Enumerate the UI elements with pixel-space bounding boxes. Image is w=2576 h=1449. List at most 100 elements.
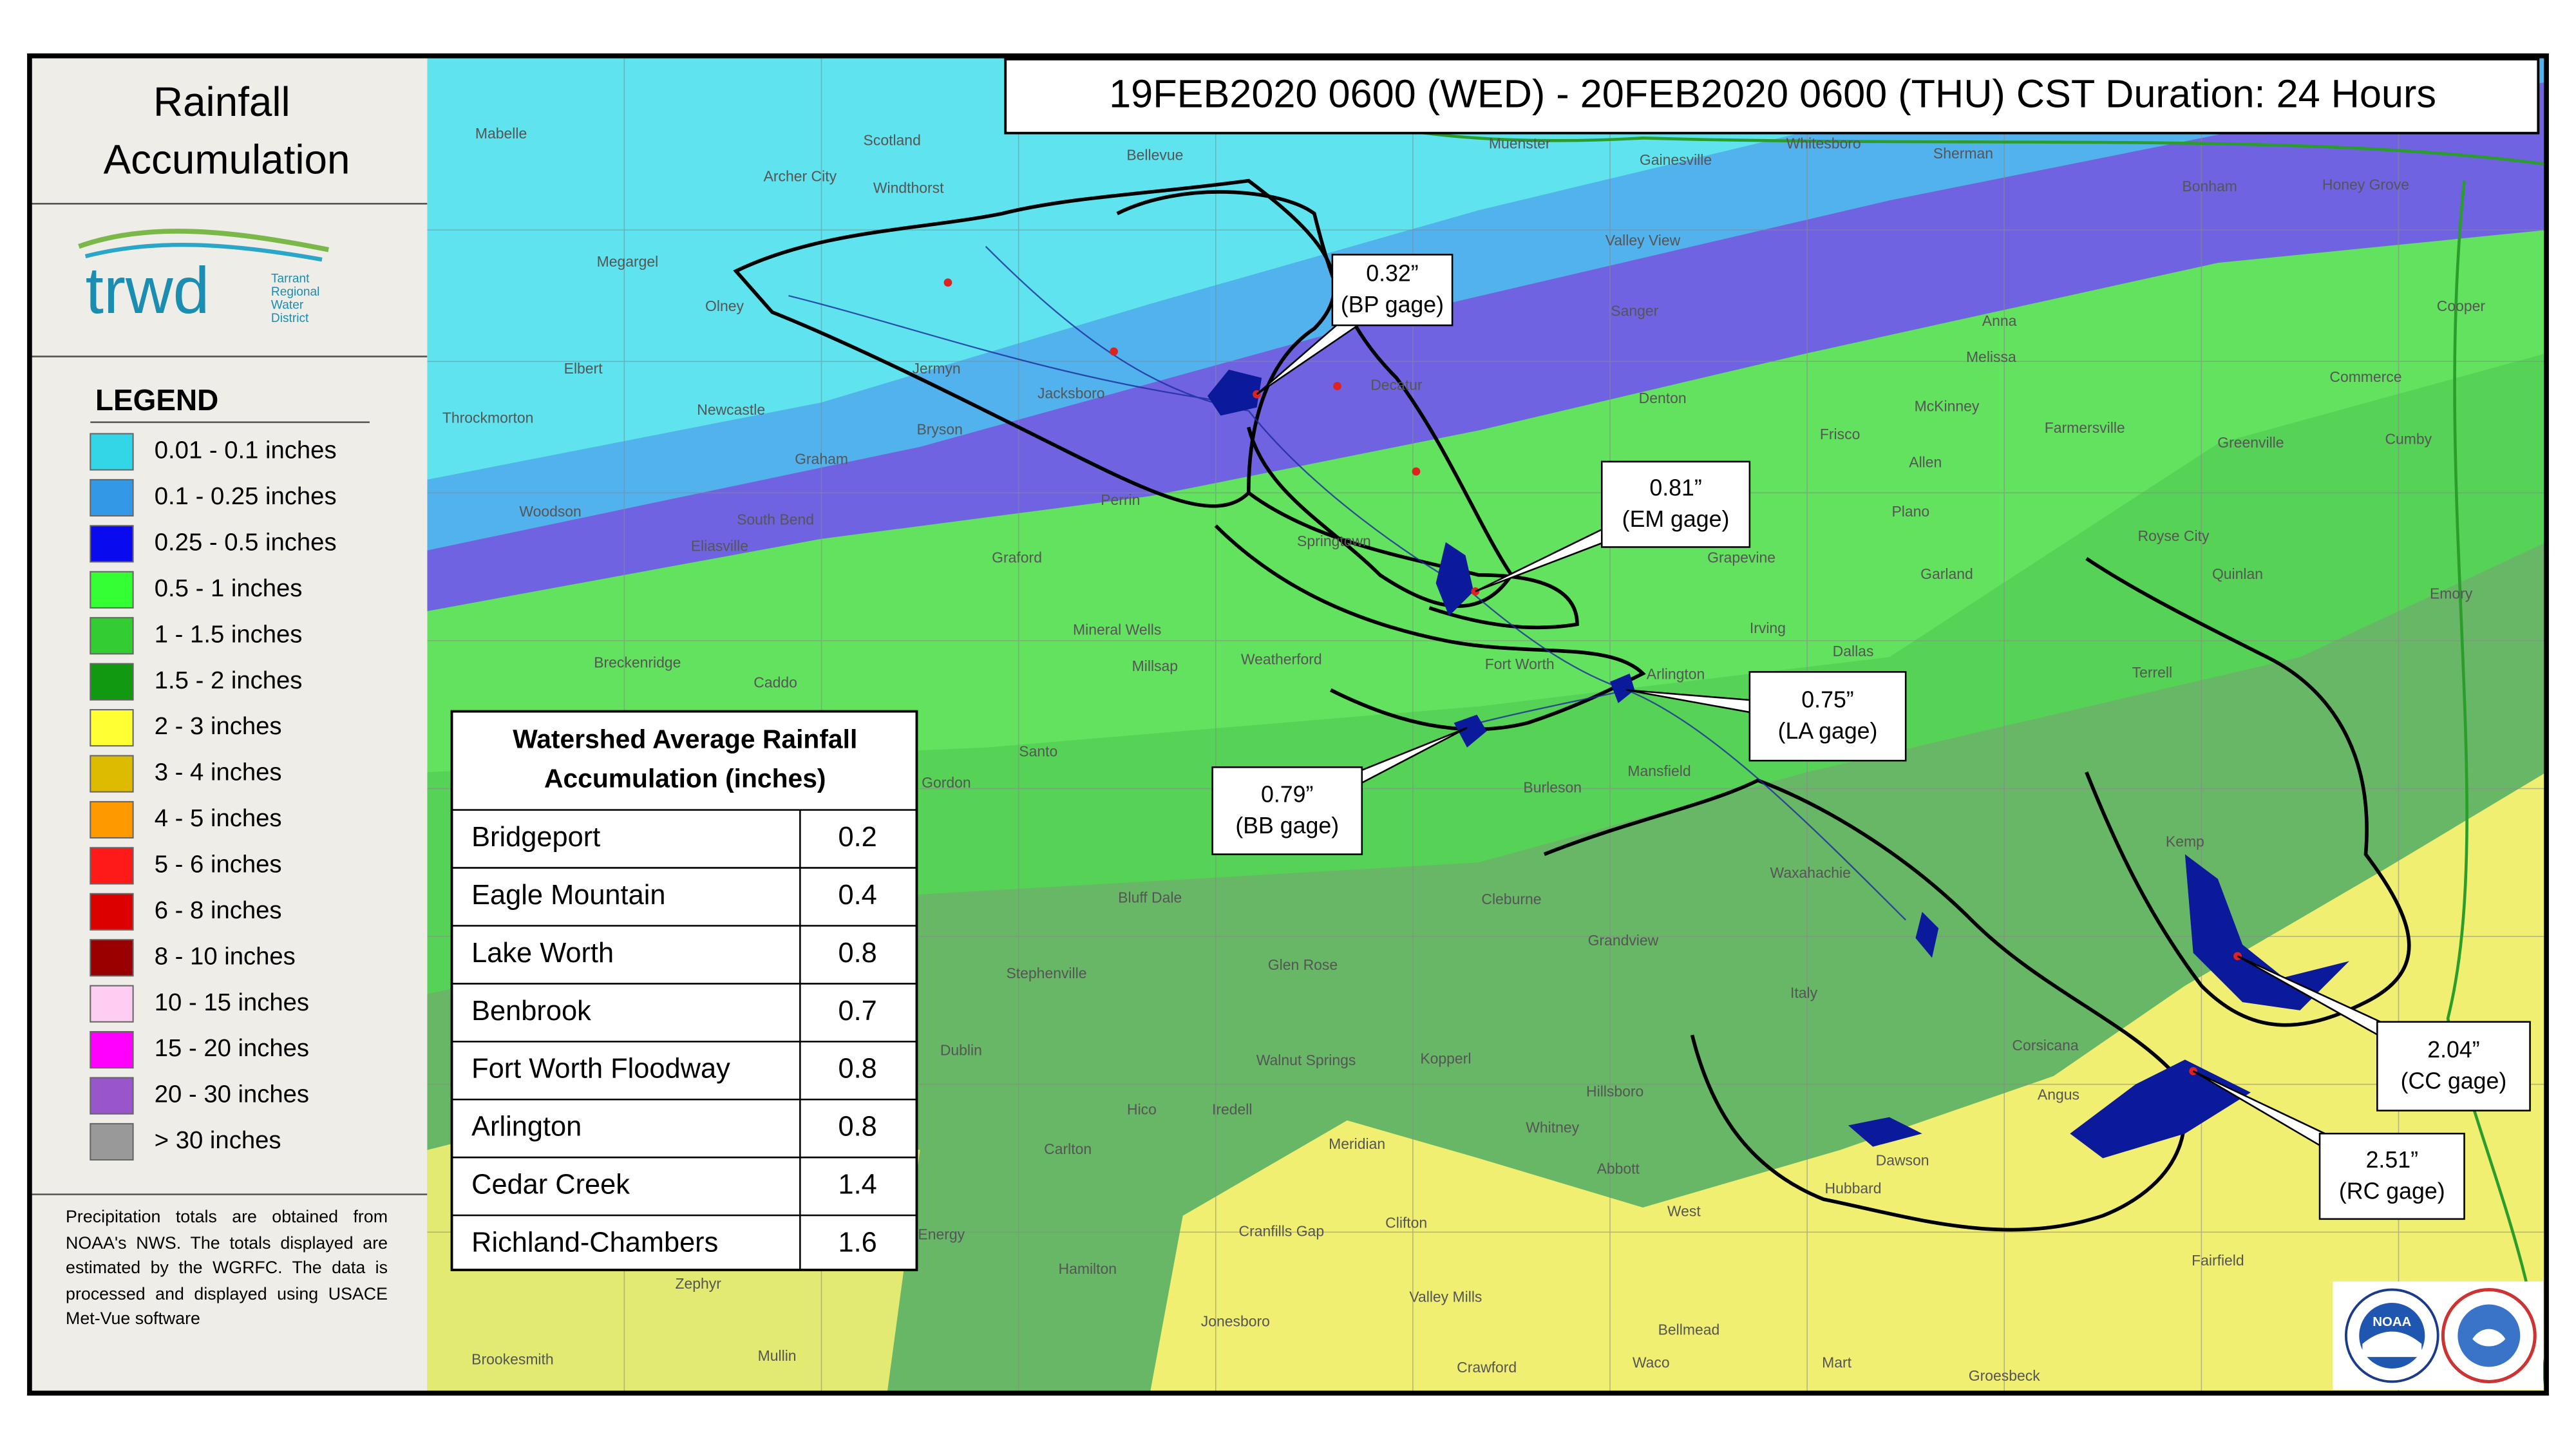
place-label: Quinlan (2212, 565, 2263, 582)
place-label: Stephenville (1007, 965, 1087, 981)
gage-name: (EM gage) (1622, 506, 1730, 532)
legend-label: 10 - 15 inches (155, 989, 309, 1016)
gage-name: (LA gage) (1778, 718, 1878, 744)
callout-box (1331, 254, 1454, 327)
legend-label: 0.01 - 0.1 inches (155, 437, 337, 464)
agency-logos: NOAA (2333, 1281, 2543, 1390)
table-header: Accumulation (inches) (544, 764, 826, 793)
place-label: Springtown (1297, 533, 1371, 549)
place-label: Elbert (564, 360, 603, 377)
place-label: Scotland (864, 131, 921, 148)
note: Precipitation totals are obtained from N… (66, 1208, 388, 1329)
legend-swatch (90, 1122, 134, 1161)
legend-swatch (90, 1031, 134, 1069)
place-label: Irving (1750, 620, 1786, 636)
place-label: Sherman (1933, 145, 1993, 162)
legend-label: 6 - 8 inches (155, 896, 282, 924)
place-label: Jermyn (912, 360, 960, 377)
title-box (1004, 57, 2540, 135)
panel-heading: Rainfall (153, 79, 290, 125)
place-label: Italy (1790, 984, 1818, 1001)
place-label: Waco (1633, 1354, 1670, 1370)
place-label: Melissa (1966, 348, 2016, 365)
place-label: Angus (2038, 1086, 2079, 1103)
table-cell: 0.7 (838, 996, 876, 1027)
place-label: Plano (1892, 503, 1930, 520)
trwd-logo: trwd Tarrant Regional Water District (78, 229, 329, 327)
place-label: McKinney (1915, 398, 1980, 415)
table-cell: Eagle Mountain (471, 880, 665, 911)
table-cell: Bridgeport (471, 822, 600, 853)
watersheds (733, 178, 2411, 1232)
place-label: Zephyr (675, 1275, 721, 1292)
legend-swatch (90, 985, 134, 1023)
place-label: West (1667, 1203, 1701, 1220)
place-label: Royse City (2138, 527, 2210, 544)
band-purple (427, 82, 2547, 611)
place-label: Grapevine (1707, 549, 1776, 565)
place-label: Decatur (1370, 377, 1423, 393)
place-label: Hillsboro (1586, 1083, 1643, 1099)
gage-value: 0.32” (1366, 261, 1418, 287)
place-label: Groesbeck (1969, 1367, 2040, 1384)
place-label: Kopperl (1420, 1050, 1471, 1066)
place-label: Denton (1639, 390, 1687, 406)
legend-swatch (90, 525, 134, 563)
place-label: Weatherford (1241, 651, 1322, 668)
place-label: Eliasville (691, 538, 748, 554)
place-label: Mansfield (1627, 762, 1690, 779)
title: 19FEB2020 0600 (WED) - 20FEB2020 0600 (T… (1109, 72, 2436, 116)
table-cell: Cedar Creek (471, 1170, 630, 1200)
callout-box (1748, 671, 1907, 762)
place-label: Whitesboro (1786, 135, 1861, 152)
table-cell: 1.6 (838, 1227, 876, 1258)
place-label: Glen Rose (1268, 956, 1338, 973)
legend-label: 1.5 - 2 inches (155, 667, 303, 694)
place-label: Throckmorton (442, 410, 534, 426)
logo-text: trwd (86, 254, 210, 327)
legend-label: 0.1 - 0.25 inches (155, 482, 337, 510)
place-label: Bluff Dale (1118, 889, 1182, 905)
legend: 0.01 - 0.1 inches 0.1 - 0.25 inches 0.25 -… (90, 433, 337, 1161)
place-label: Abbott (1597, 1160, 1640, 1177)
place-label: Mabelle (475, 125, 527, 142)
place-label: Sanger (1611, 303, 1658, 319)
place-labels: Mabelle Archer City Scotland Windthorst Bell… (442, 125, 2486, 1384)
table-cell: Arlington (471, 1112, 582, 1142)
callout-box (2376, 1021, 2531, 1112)
place-label: Fairfield (2192, 1252, 2244, 1269)
gage-value: 0.81” (1649, 475, 1701, 501)
legend-swatch (90, 847, 134, 885)
gage-value: 2.04” (2427, 1037, 2479, 1063)
legend-swatch (90, 755, 134, 793)
place-label: Perrin (1101, 491, 1140, 508)
table-cell: Fort Worth Floodway (471, 1054, 730, 1084)
place-label: Cranfills Gap (1239, 1222, 1325, 1239)
legend-label: 1 - 1.5 inches (155, 620, 303, 648)
legend-label: 3 - 4 inches (155, 759, 282, 786)
band-cyan (427, 55, 1889, 480)
callout-box (1211, 766, 1363, 855)
legend-swatch (90, 617, 134, 655)
place-label: Dallas (1833, 643, 1874, 659)
logo-caption: Water (271, 299, 304, 312)
place-label: Bellevue (1126, 146, 1183, 163)
place-label: Honey Grove (2322, 176, 2409, 193)
place-label: Valley Mills (1409, 1288, 1482, 1305)
place-label: Mart (1822, 1354, 1852, 1370)
place-label: Allen (1909, 453, 1942, 470)
place-label: Millsap (1132, 658, 1178, 674)
gage-value: 2.51” (2366, 1147, 2418, 1173)
legend-label: > 30 inches (155, 1126, 281, 1154)
table-cell: Benbrook (471, 996, 591, 1027)
place-label: Grandview (1588, 932, 1659, 949)
place-label: Fort Worth (1485, 656, 1555, 672)
legend-label: 0.5 - 1 inches (155, 574, 303, 602)
legend-swatch (90, 893, 134, 931)
place-label: Jonesboro (1201, 1313, 1270, 1330)
place-label: Cleburne (1481, 891, 1541, 907)
logo-caption: Regional (271, 285, 319, 299)
noaa-label: NOAA (2372, 1315, 2411, 1329)
place-label: Kemp (2166, 833, 2204, 850)
place-label: Newcastle (697, 401, 765, 418)
